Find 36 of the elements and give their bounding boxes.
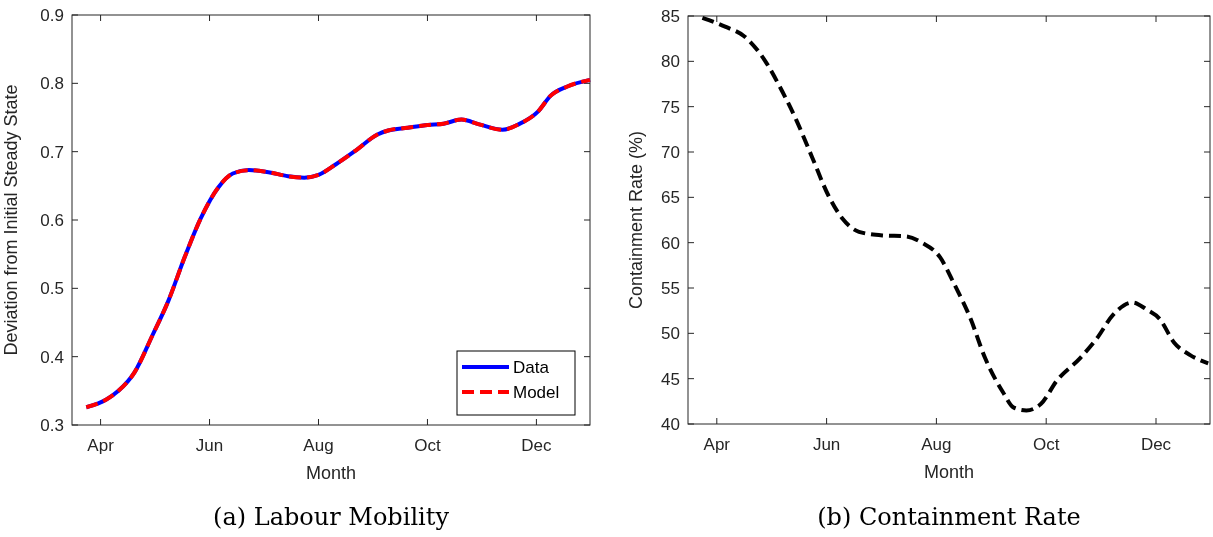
y-tick-label: 0.9 <box>40 5 64 25</box>
y-axis-title: Deviation from Initial Steady State <box>1 84 21 356</box>
y-tick-label: 65 <box>661 188 680 208</box>
x-tick-label: Apr <box>87 436 115 455</box>
y-tick-label: 40 <box>661 414 680 434</box>
y-axis-title: Containment Rate (%) <box>626 130 646 310</box>
y-tick-label: 70 <box>661 142 680 162</box>
y-tick-label: 85 <box>661 6 680 26</box>
legend-label: Model <box>513 382 560 402</box>
y-tick-label: 0.5 <box>40 279 64 299</box>
x-tick-label: Dec <box>521 436 553 455</box>
y-tick-label: 80 <box>661 52 680 72</box>
y-tick-label: 0.6 <box>40 210 64 230</box>
y-tick-label: 45 <box>661 369 680 389</box>
y-tick-label: 0.3 <box>40 415 64 435</box>
text: (b) Containment Rate <box>817 503 1081 531</box>
x-tick-label: Apr <box>703 435 731 454</box>
x-tick-label: Oct <box>1032 435 1060 454</box>
y-tick-label: 60 <box>661 233 680 253</box>
x-tick-label: Oct <box>414 436 441 455</box>
legend-label: Data <box>513 357 550 377</box>
x-tick-label: Jun <box>195 436 224 455</box>
y-tick-label: 0.7 <box>40 142 64 162</box>
y-tick-label: 50 <box>661 324 680 344</box>
text: (a) Labour Mobility <box>213 503 450 531</box>
y-tick-label: 0.4 <box>40 347 64 367</box>
x-tick-label: Jun <box>812 435 841 454</box>
x-axis-title: Month <box>305 463 357 483</box>
x-tick-label: Aug <box>921 435 952 454</box>
x-tick-label: Aug <box>303 436 334 455</box>
y-tick-label: 75 <box>661 97 680 117</box>
line-series <box>700 15 1211 413</box>
y-tick-label: 0.8 <box>40 74 64 94</box>
x-tick-label: Dec <box>1140 435 1172 454</box>
y-tick-label: 55 <box>661 278 680 298</box>
x-axis-title: Month <box>923 462 975 482</box>
